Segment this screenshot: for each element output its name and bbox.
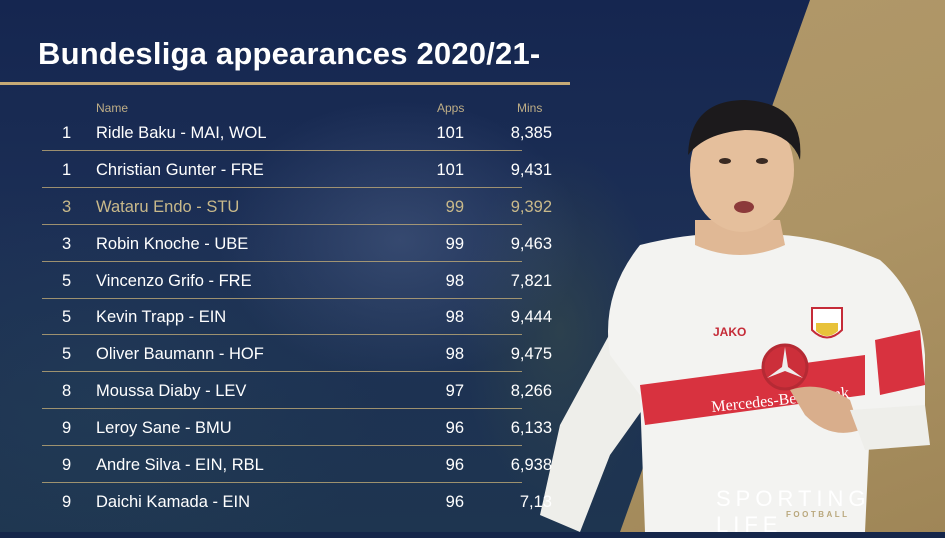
table-row: 8 Moussa Diaby - LEV 97 8,266 bbox=[42, 374, 552, 410]
appearances-table: 1 Ridle Baku - MAI, WOL 101 8,385 1 Chri… bbox=[42, 116, 552, 521]
player-name: Leroy Sane - BMU bbox=[96, 419, 232, 438]
table-row: 5 Vincenzo Grifo - FRE 98 7,821 bbox=[42, 264, 552, 299]
column-header-mins: Mins bbox=[517, 101, 543, 115]
apps-value: 98 bbox=[445, 345, 464, 364]
rank: 1 bbox=[62, 160, 72, 179]
mins-value: 7,13 bbox=[519, 492, 552, 511]
table-row: 9 Leroy Sane - BMU 96 6,133 bbox=[42, 411, 552, 447]
table-row: 9 Andre Silva - EIN, RBL 96 6,938 bbox=[42, 448, 552, 484]
svg-text:JAKO: JAKO bbox=[713, 325, 746, 339]
rank: 1 bbox=[62, 124, 72, 142]
apps-value: 101 bbox=[436, 160, 464, 179]
mins-value: 9,475 bbox=[510, 345, 552, 364]
apps-value: 98 bbox=[445, 308, 464, 327]
apps-value: 99 bbox=[445, 197, 464, 216]
table-row: 5 Oliver Baumann - HOF 98 9,475 bbox=[42, 337, 552, 373]
player-name: Christian Gunter - FRE bbox=[96, 160, 264, 179]
table-row: 3 Robin Knoche - UBE 99 9,463 bbox=[42, 227, 552, 262]
rank: 9 bbox=[62, 419, 72, 438]
rank: 3 bbox=[62, 197, 72, 216]
mins-value: 9,431 bbox=[510, 160, 552, 179]
apps-value: 98 bbox=[445, 271, 464, 290]
mins-value: 9,444 bbox=[510, 308, 552, 327]
apps-value: 99 bbox=[445, 234, 464, 253]
table-row: 9 Daichi Kamada - EIN 96 7,13 bbox=[42, 485, 552, 519]
table-row: 1 Christian Gunter - FRE 101 9,431 bbox=[42, 153, 552, 188]
player-name: Ridle Baku - MAI, WOL bbox=[96, 124, 267, 142]
mins-value: 9,392 bbox=[510, 197, 552, 216]
rank: 3 bbox=[62, 234, 72, 253]
apps-value: 97 bbox=[445, 382, 464, 401]
apps-value: 96 bbox=[445, 419, 464, 438]
rank: 5 bbox=[62, 345, 72, 364]
brand-subtitle: FOOTBALL bbox=[786, 510, 850, 519]
apps-value: 101 bbox=[436, 124, 464, 142]
apps-value: 96 bbox=[445, 492, 464, 511]
table-row: 1 Ridle Baku - MAI, WOL 101 8,385 bbox=[42, 116, 552, 151]
rank: 9 bbox=[62, 492, 72, 511]
mins-value: 6,133 bbox=[510, 419, 552, 438]
mins-value: 7,821 bbox=[510, 271, 552, 290]
player-name: Daichi Kamada - EIN bbox=[96, 492, 251, 511]
title-underline bbox=[0, 82, 570, 85]
column-header-name: Name bbox=[96, 101, 129, 115]
player-photo: Mercedes-Benz Bank JAKO bbox=[540, 100, 930, 532]
player-name: Kevin Trapp - EIN bbox=[96, 308, 227, 327]
player-name: Oliver Baumann - HOF bbox=[96, 345, 264, 364]
rank: 5 bbox=[62, 308, 72, 327]
rank: 9 bbox=[62, 456, 72, 475]
player-name: Wataru Endo - STU bbox=[96, 197, 240, 216]
column-header-apps: Apps bbox=[437, 101, 465, 115]
player-name: Moussa Diaby - LEV bbox=[96, 382, 247, 401]
mins-value: 8,266 bbox=[510, 382, 552, 401]
mins-value: 9,463 bbox=[510, 234, 552, 253]
player-name: Robin Knoche - UBE bbox=[96, 234, 249, 253]
mins-value: 6,938 bbox=[510, 456, 552, 475]
table-row: 5 Kevin Trapp - EIN 98 9,444 bbox=[42, 300, 552, 336]
player-name: Andre Silva - EIN, RBL bbox=[96, 456, 264, 475]
table-row-highlighted: 3 Wataru Endo - STU 99 9,392 bbox=[42, 190, 552, 225]
apps-value: 96 bbox=[445, 456, 464, 475]
mins-value: 8,385 bbox=[510, 124, 552, 142]
rank: 5 bbox=[62, 271, 72, 290]
page-title: Bundesliga appearances 2020/21- bbox=[38, 36, 541, 71]
player-name: Vincenzo Grifo - FRE bbox=[96, 271, 252, 290]
rank: 8 bbox=[62, 382, 72, 401]
